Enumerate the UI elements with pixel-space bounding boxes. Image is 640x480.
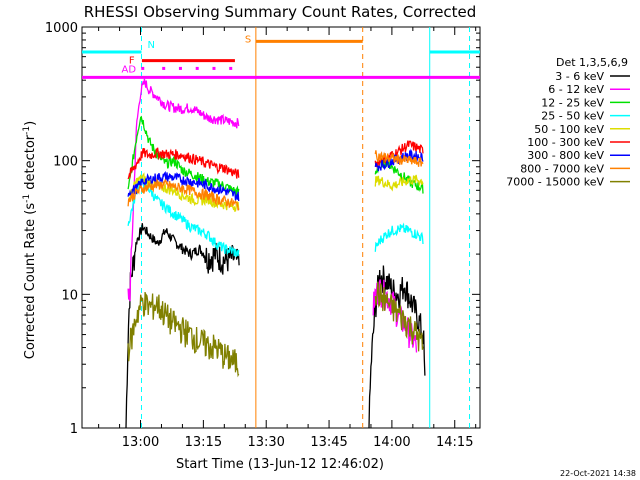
series-line-5 [374,140,424,168]
series-line-5 [127,147,240,180]
y-axis-label-mid: detector [23,134,38,194]
legend-label: 50 - 100 keV [534,123,604,136]
x-tick-label: 14:15 [436,435,473,450]
chart-title: RHESSI Observing Summary Count Rates, Co… [84,3,477,21]
y-tick-label: 100 [53,155,78,170]
x-tick-label: 13:00 [122,435,159,450]
series-line-3 [127,174,240,257]
y-axis-label-end: ) [23,121,38,126]
x-axis-label: Start Time (13-Jun-12 12:46:02) [176,457,384,472]
flag-dot-ad [212,66,216,70]
series-line-1 [127,78,240,302]
x-tick-label: 13:15 [185,435,222,450]
legend-label: 25 - 50 keV [541,110,604,123]
series-line-8 [374,281,424,352]
series-line-0 [125,223,240,428]
series-line-0 [368,265,426,428]
flag-dot-ad [229,66,233,70]
legend-label: 7000 - 15000 keV [506,176,604,189]
series-line-6 [127,171,240,202]
flag-label-n: N [147,40,154,51]
flag-dot-ad [178,66,182,70]
series-line-1 [372,279,418,353]
series-line-8 [127,291,240,378]
footer-date: 22-Oct-2021 14:38 [560,469,636,478]
y-axis-label-sup2: -1 [22,126,32,135]
flag-label-s: S [245,34,251,45]
flag-label-f: F [129,56,135,67]
flag-dot-ad [162,66,166,70]
x-tick-label: 13:45 [310,435,347,450]
x-tick-label: 13:30 [247,435,284,450]
y-tick-label: 1000 [45,21,78,36]
plot-frame [81,26,481,429]
legend-label: 300 - 800 keV [527,149,604,162]
y-axis-label: Corrected Count Rate (s-1 detector-1) [22,121,38,359]
series-line-7 [127,178,240,211]
x-tick-label: 14:00 [373,435,410,450]
flag-label-ad: AD [121,64,136,75]
legend-label: 100 - 300 keV [527,136,604,149]
data-layer: N S FAD [82,27,480,428]
plot-area: 1 10 100 1000 13:00 13:15 13:30 13:45 14:00 14:15… [45,21,481,450]
series-line-3 [374,222,424,252]
flag-dot-ad [141,66,145,70]
legend-label: 800 - 7000 keV [520,162,604,175]
legend-title: Det 1,3,5,6,9 [556,56,628,69]
y-tick-label: 10 [61,288,78,303]
series-line-4 [374,174,424,192]
legend-label: 6 - 12 keV [548,83,604,96]
y-axis-label-sup1: -1 [22,194,32,203]
series-line-7 [374,150,424,167]
y-axis-label-main: Corrected Count Rate (s [23,203,38,360]
legend-label: 3 - 6 keV [555,70,604,83]
legend-label: 12 - 25 keV [541,96,604,109]
y-tick-label: 1 [70,422,78,437]
flag-dot-ad [195,66,199,70]
